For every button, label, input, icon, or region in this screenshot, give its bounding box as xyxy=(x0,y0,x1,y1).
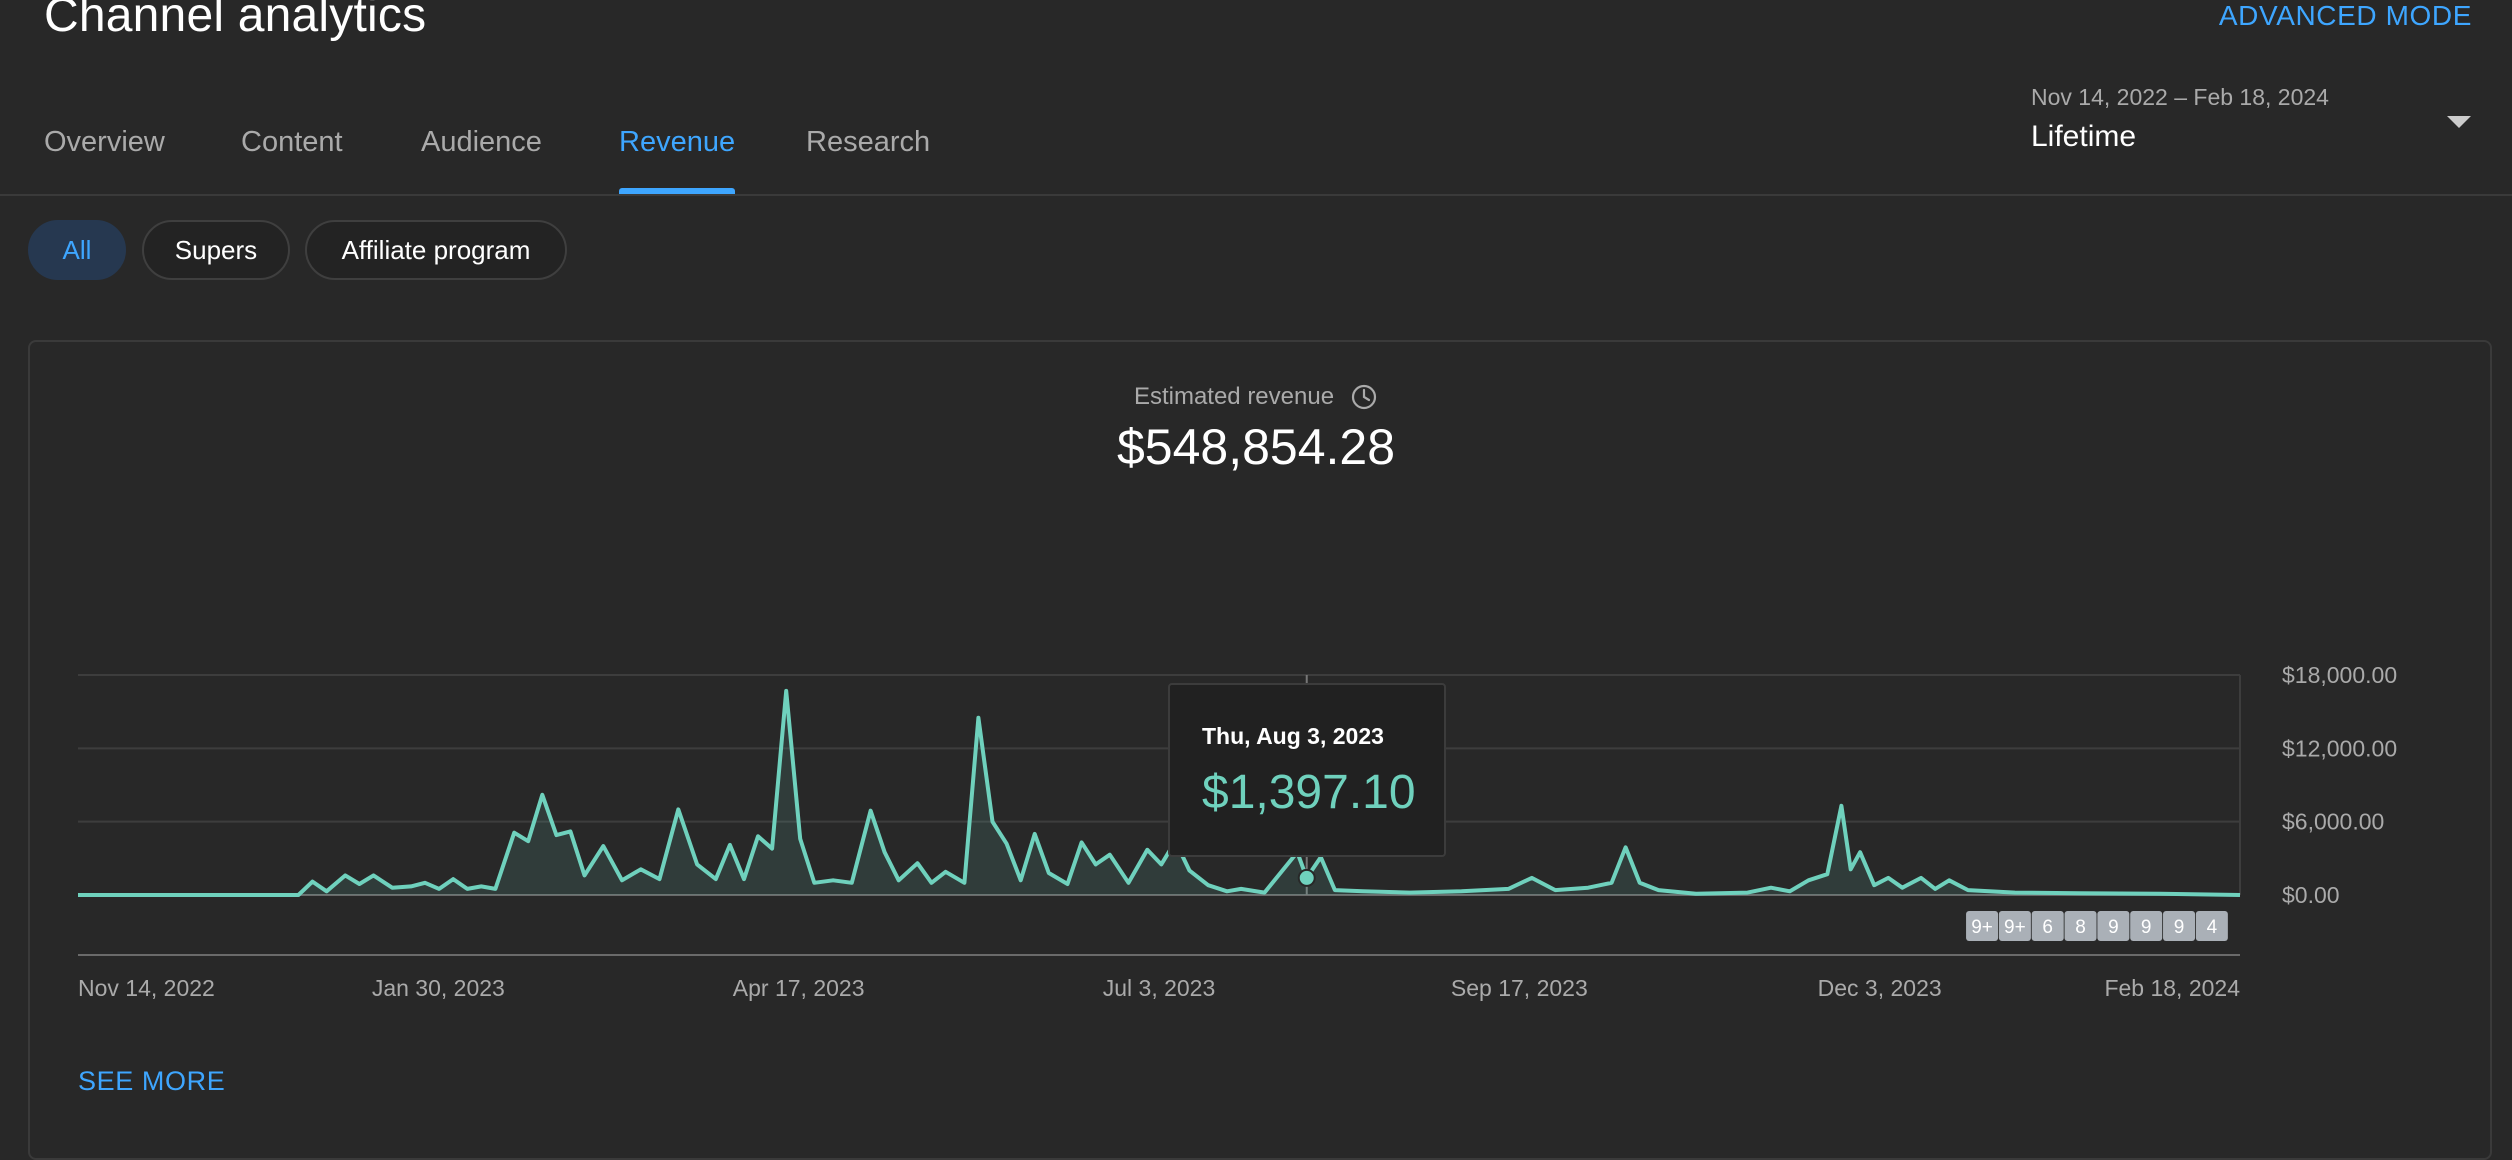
page-title: Channel analytics xyxy=(44,0,427,42)
header-divider xyxy=(0,194,2512,196)
x-tick-label: Nov 14, 2022 xyxy=(78,975,215,1001)
tab-revenue[interactable]: Revenue xyxy=(619,126,736,194)
date-range-selector[interactable]: Nov 14, 2022 – Feb 18, 2024 Lifetime xyxy=(2031,80,2471,160)
metric-header: Estimated revenue xyxy=(0,383,2512,411)
series-line xyxy=(78,688,2241,897)
filter-chip-supers[interactable]: Supers xyxy=(142,220,290,280)
y-tick-label: $0.00 xyxy=(2282,882,2340,908)
annotation-badge-label: 9 xyxy=(2141,917,2152,938)
x-tick-label: Jul 3, 2023 xyxy=(1103,975,1216,1001)
metric-label: Estimated revenue xyxy=(1133,383,1335,410)
annotation-badge[interactable]: 9 xyxy=(2130,911,2163,941)
annotation-badge[interactable]: 9 xyxy=(2163,911,2196,941)
annotation-badge-bg xyxy=(2195,911,2228,941)
annotation-badge-bg xyxy=(1966,911,1999,941)
annotation-badge[interactable]: 9 xyxy=(2097,911,2130,941)
tab-research[interactable]: Research xyxy=(806,126,931,158)
annotation-badge-label: 6 xyxy=(2042,917,2053,938)
annotation-badge-bg xyxy=(2064,911,2097,941)
tab-content[interactable]: Content xyxy=(241,126,343,158)
x-tick-label: Feb 18, 2024 xyxy=(2104,975,2240,1001)
filter-chip-all[interactable]: All xyxy=(28,220,126,280)
annotation-badge-label: 4 xyxy=(2207,917,2218,938)
y-tick-label: $12,000.00 xyxy=(2282,735,2397,761)
annotation-badge-label: 9+ xyxy=(1971,917,1993,938)
annotation-badge[interactable]: 6 xyxy=(2031,911,2064,941)
tooltip-date: Thu, Aug 3, 2023 xyxy=(1202,723,1384,749)
x-tick-label: Dec 3, 2023 xyxy=(1818,975,1942,1001)
annotation-badge-label: 8 xyxy=(2075,917,2086,938)
tab-overview[interactable]: Overview xyxy=(44,126,165,158)
advanced-mode-button[interactable]: ADVANCED MODE xyxy=(2218,0,2472,31)
clock-icon[interactable] xyxy=(1350,383,1378,411)
date-range-text: Nov 14, 2022 – Feb 18, 2024 xyxy=(2031,84,2329,110)
annotation-badge-label: 9 xyxy=(2174,917,2185,938)
metric-value: $548,854.28 xyxy=(1116,419,1396,475)
annotation-badge-bg xyxy=(1998,911,2031,941)
annotation-badge-bg xyxy=(2130,911,2163,941)
annotation-badge[interactable]: 4 xyxy=(2195,911,2228,941)
x-tick-label: Apr 17, 2023 xyxy=(733,975,865,1001)
y-tick-label: $18,000.00 xyxy=(2282,662,2397,688)
annotation-badge[interactable]: 8 xyxy=(2064,911,2097,941)
x-tick-label: Sep 17, 2023 xyxy=(1451,975,1588,1001)
chevron-down-icon xyxy=(2447,116,2471,128)
annotation-badge-label: 9+ xyxy=(2004,917,2026,938)
annotation-badge[interactable]: 9+ xyxy=(1998,911,2031,941)
annotation-badge-bg xyxy=(2097,911,2130,941)
revenue-line-chart[interactable]: $18,000.00 $12,000.00 $6,000.00 $0.00 Nov 14… xyxy=(0,0,2512,1110)
tab-audience[interactable]: Audience xyxy=(421,126,542,158)
see-more-button[interactable]: SEE MORE xyxy=(78,1066,226,1096)
annotation-badge-bg xyxy=(2031,911,2064,941)
chart-tooltip: Thu, Aug 3, 2023 $1,397.10 xyxy=(1168,683,1446,857)
tooltip-value: $1,397.10 xyxy=(1202,766,1416,819)
highlight-point xyxy=(1297,868,1316,887)
annotation-badge-bg xyxy=(2163,911,2196,941)
annotation-badge[interactable]: 9+ xyxy=(1966,911,1999,941)
date-preset-label: Lifetime xyxy=(2031,120,2137,153)
filter-chip-affiliate-program[interactable]: Affiliate program xyxy=(305,220,567,280)
x-tick-label: Jan 30, 2023 xyxy=(372,975,505,1001)
y-tick-label: $6,000.00 xyxy=(2282,809,2384,835)
annotation-badge-label: 9 xyxy=(2108,917,2119,938)
